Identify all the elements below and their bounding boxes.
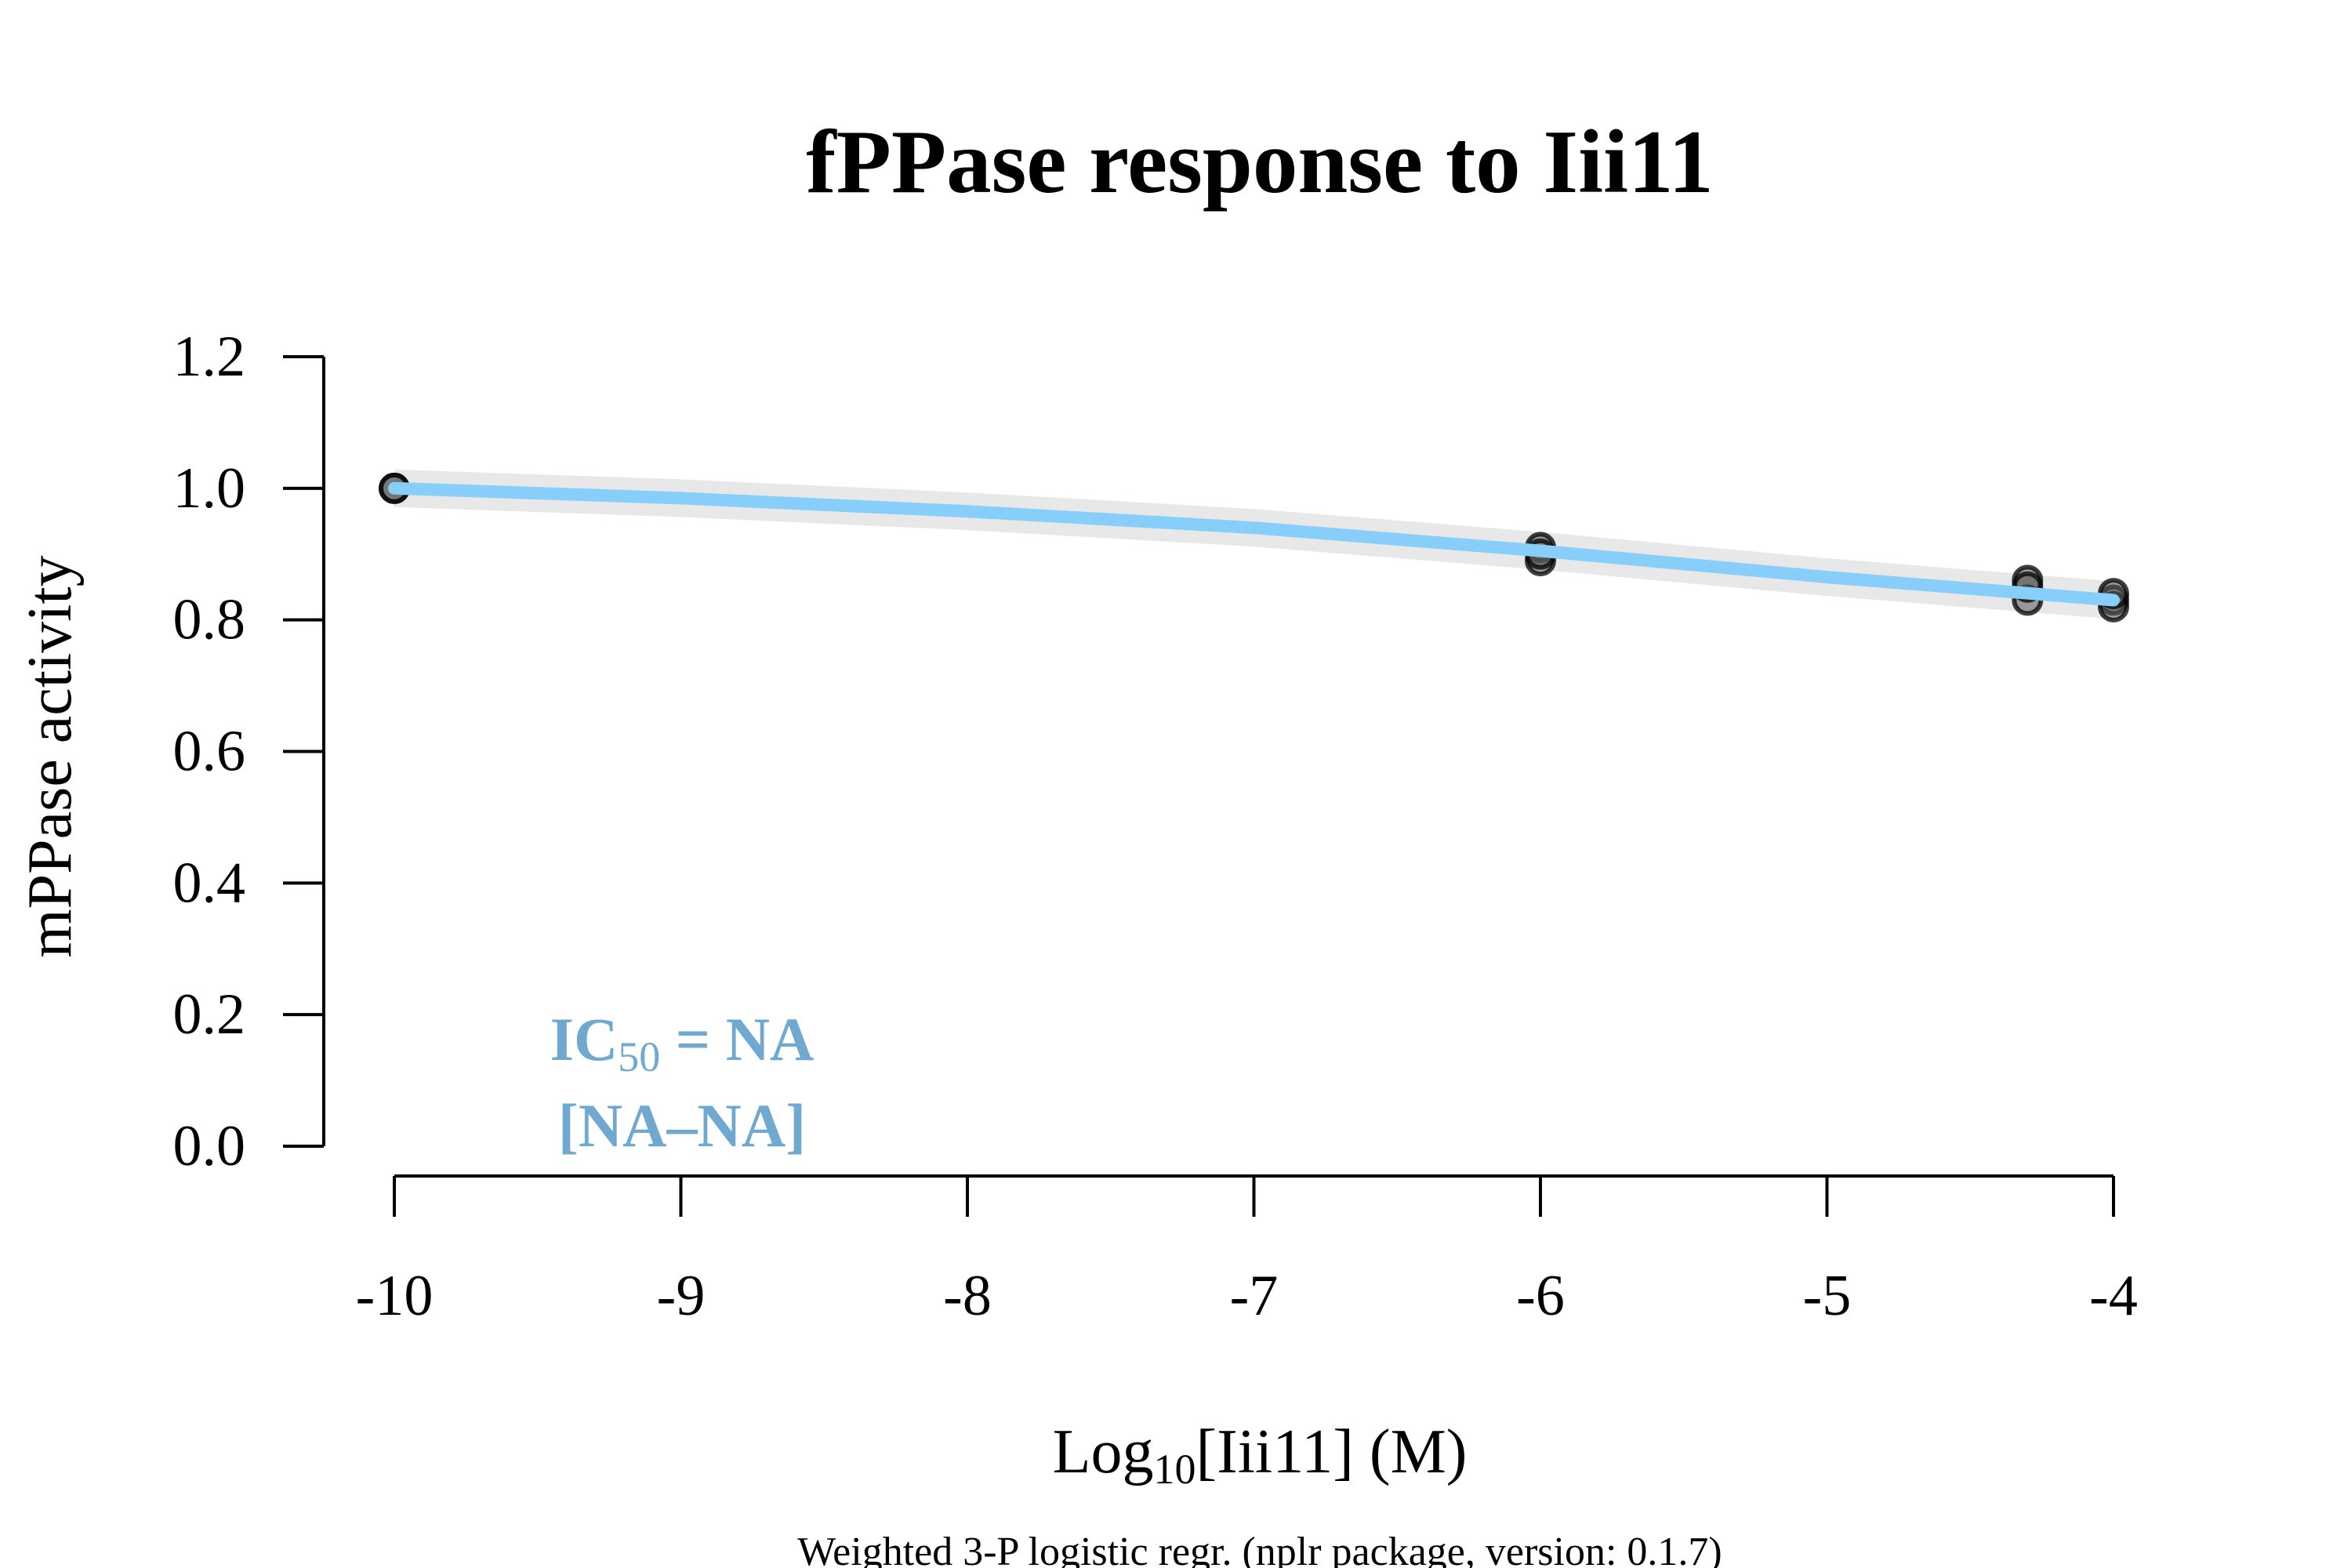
x-axis: -10 -9 -8 -7 -6 -5 -4 [356, 1174, 2138, 1328]
x-axis-label-suffix: [Iii11] (M) [1196, 1417, 1468, 1486]
x-tick-label: -8 [943, 1264, 992, 1328]
y-axis-label: mPPase activity [16, 555, 85, 957]
x-tick-label: -9 [657, 1264, 706, 1328]
ic50-subscript: 50 [618, 1033, 660, 1080]
ic50-annotation: IC50 = NA [NA–NA] [550, 1005, 815, 1160]
ic50-interval: [NA–NA] [558, 1091, 806, 1160]
x-tick-label: -5 [1803, 1264, 1852, 1328]
x-axis-label-subscript: 10 [1154, 1446, 1196, 1493]
x-tick-label: -7 [1230, 1264, 1279, 1328]
x-tick-label: -6 [1516, 1264, 1565, 1328]
y-tick-label: 0.0 [173, 1114, 246, 1178]
y-tick-label: 1.0 [173, 456, 246, 521]
ic50-line: IC50 = NA [550, 1005, 815, 1080]
y-tick-label: 1.2 [173, 325, 246, 389]
chart-title: fPPase response to Iii11 [806, 112, 1713, 212]
x-axis-label-prefix: Log [1053, 1417, 1154, 1486]
fit-curve [388, 481, 2120, 607]
x-axis-label: Log10[Iii11] (M) [1053, 1417, 1468, 1493]
x-tick-label: -4 [2089, 1264, 2138, 1328]
x-tick-label: -10 [356, 1264, 434, 1328]
ic50-prefix: IC [550, 1005, 619, 1073]
y-tick-label: 0.2 [173, 982, 246, 1047]
y-tick-label: 0.4 [173, 851, 246, 915]
chart-subtitle: Weighted 3-P logistic regr. (nplr packag… [797, 1530, 1722, 1568]
y-tick-label: 0.6 [173, 720, 246, 784]
y-axis: 0.0 0.2 0.4 0.6 0.8 1.0 1.2 [173, 325, 325, 1178]
y-tick-label: 0.8 [173, 588, 246, 652]
plot-area [379, 469, 2129, 622]
ic50-value: = NA [660, 1005, 814, 1073]
